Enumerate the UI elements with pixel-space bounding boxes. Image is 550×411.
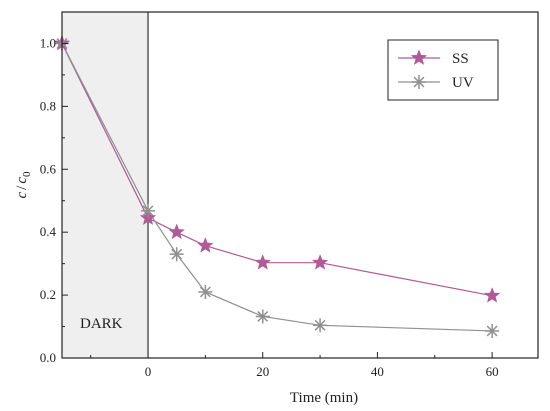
x-axis-ticks: 0 20 40 60 xyxy=(90,352,499,379)
y-tick-label: 0.2 xyxy=(40,287,56,302)
y-tick-label: 0.8 xyxy=(40,98,56,113)
y-tick-label: 1.0 xyxy=(40,35,56,50)
series-layer xyxy=(53,34,501,338)
legend-marker-ss xyxy=(410,49,428,66)
data-point-uv xyxy=(313,318,328,333)
data-point-uv xyxy=(169,247,184,262)
data-point-uv xyxy=(198,284,213,299)
y-axis-title-sep: / xyxy=(14,185,30,190)
data-point-ss xyxy=(311,253,329,270)
y-tick-label: 0.0 xyxy=(40,350,56,365)
legend: SS UV xyxy=(387,39,499,101)
dark-annotation: DARK xyxy=(80,316,123,332)
y-tick-label: 0.6 xyxy=(40,161,57,176)
data-point-uv xyxy=(141,203,156,218)
data-point-ss xyxy=(254,253,271,270)
dark-region-shading xyxy=(62,12,149,358)
data-point-ss xyxy=(197,237,214,253)
y-axis-title: c/c0 xyxy=(14,171,33,199)
x-tick-label: 0 xyxy=(145,364,152,379)
y-axis-title-denom: c xyxy=(14,177,30,184)
data-point-ss xyxy=(168,223,185,240)
plot-frame xyxy=(61,11,539,359)
x-tick-label: 40 xyxy=(371,364,384,379)
y-axis-title-sub: 0 xyxy=(21,171,33,177)
y-axis-ticks: 0.0 0.2 0.4 0.6 0.8 1.0 xyxy=(40,11,68,365)
y-tick-label: 0.4 xyxy=(40,224,57,239)
legend-box xyxy=(387,39,499,101)
svg-text:c/c0: c/c0 xyxy=(14,171,33,199)
x-axis-title: Time (min) xyxy=(290,390,358,406)
data-point-uv xyxy=(255,309,270,324)
data-point-ss xyxy=(483,287,501,303)
legend-label-uv: UV xyxy=(452,75,474,91)
legend-marker-uv xyxy=(412,75,426,89)
legend-label-ss: SS xyxy=(452,51,469,67)
y-axis-title-main: c xyxy=(14,192,30,199)
data-point-uv xyxy=(485,323,500,338)
x-tick-label: 20 xyxy=(256,364,269,379)
x-tick-label: 60 xyxy=(486,364,499,379)
